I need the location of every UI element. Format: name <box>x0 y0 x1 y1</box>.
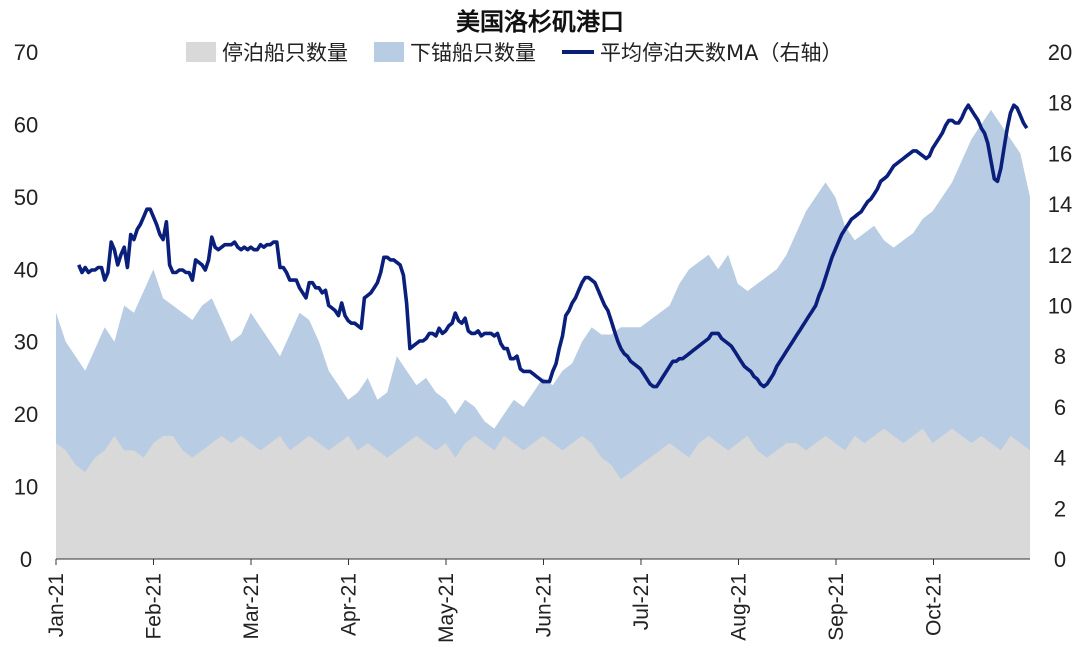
legend-label-avg-days: 平均停泊天数MA（右轴） <box>600 41 843 65</box>
x-tick-label: Mar-21 <box>240 573 263 640</box>
area-layer <box>56 109 1030 560</box>
y-right-tick-label: 6 <box>1054 395 1066 420</box>
y-right-tick-label: 16 <box>1048 141 1072 166</box>
legend-swatch-berthed <box>186 42 216 62</box>
y-left-tick-label: 70 <box>14 40 38 65</box>
legend-item-avg-days: 平均停泊天数MA（右轴） <box>562 37 842 67</box>
legend-item-berthed: 停泊船只数量 <box>186 37 348 67</box>
y-right-tick-label: 2 <box>1054 496 1066 521</box>
y-right-tick-label: 0 <box>1054 547 1066 572</box>
y-left-tick-label: 40 <box>14 257 38 282</box>
chart-title: 美国洛杉矶港口 <box>456 8 624 36</box>
x-tick-label: Jun-21 <box>533 573 556 637</box>
y-left-tick-label: 10 <box>14 475 38 500</box>
x-tick-label: Jul-21 <box>630 573 653 630</box>
x-tick-label: Feb-21 <box>143 573 166 640</box>
legend-item-anchored: 下锚船只数量 <box>374 37 536 67</box>
y-right-tick-label: 14 <box>1048 192 1072 217</box>
y-right-tick-label: 18 <box>1048 91 1072 116</box>
legend-swatch-anchored <box>374 42 404 62</box>
y-right-tick-label: 12 <box>1048 243 1072 268</box>
y-right-tick-label: 10 <box>1048 294 1072 319</box>
line-layer <box>77 103 1029 389</box>
legend: 停泊船只数量 下锚船只数量 平均停泊天数MA（右轴） <box>186 37 868 67</box>
y-right-tick-label: 4 <box>1054 446 1066 471</box>
x-tick-label: Oct-21 <box>923 573 946 636</box>
line-series-avg-days <box>77 103 1029 389</box>
y-left-tick-label: 20 <box>14 402 38 427</box>
x-tick-label: Jan-21 <box>45 573 68 637</box>
y-left-tick-label: 60 <box>14 112 38 137</box>
y-right-tick-label: 20 <box>1048 40 1072 65</box>
y-left-tick-label: 0 <box>20 547 32 572</box>
x-tick-label: May-21 <box>435 573 458 643</box>
legend-swatch-avg-days <box>562 50 594 54</box>
y-left-tick-label: 50 <box>14 185 38 210</box>
x-tick-label: Apr-21 <box>338 573 361 636</box>
legend-label-anchored: 下锚船只数量 <box>410 41 536 65</box>
y-right-tick-label: 8 <box>1054 344 1066 369</box>
area-series-1 <box>56 428 1030 559</box>
axes-layer: 0 10 20 30 40 50 60 70 0 2 4 6 8 10 12 14 16 18 20 Jan-21 Fe… <box>14 40 1072 643</box>
x-tick-label: Sep-21 <box>825 573 848 641</box>
y-left-tick-label: 30 <box>14 330 38 355</box>
legend-label-berthed: 停泊船只数量 <box>222 41 348 65</box>
x-tick-label: Aug-21 <box>728 573 751 641</box>
